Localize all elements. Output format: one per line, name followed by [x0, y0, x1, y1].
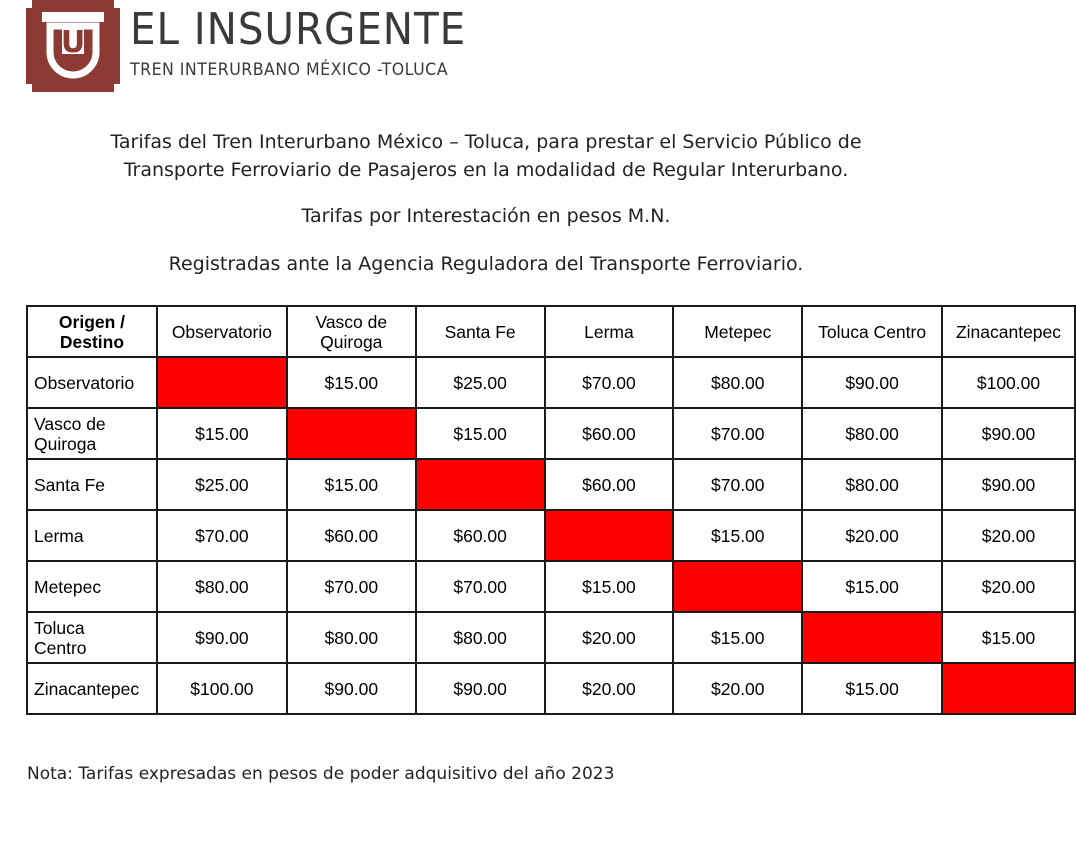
fare-cell: $15.00	[801, 662, 943, 715]
table-row: Vasco de Quiroga $15.00 $15.00 $60.00 $70.00 $…	[26, 407, 1076, 460]
fare-cell: $15.00	[672, 611, 804, 664]
fare-cell: $70.00	[285, 560, 417, 613]
fare-cell: $20.00	[941, 509, 1076, 562]
fare-cell: $15.00	[941, 611, 1076, 664]
fare-cell: $20.00	[801, 509, 943, 562]
row-header-vasco-de-quiroga: Vasco de Quiroga	[26, 407, 158, 460]
brand-name: EL INSURGENTE	[130, 4, 467, 55]
table-row: Zinacantepec $100.00 $90.00 $90.00 $20.00 $20…	[26, 662, 1076, 715]
column-header-metepec: Metepec	[672, 305, 804, 358]
fare-cell: $80.00	[414, 611, 546, 664]
fare-cell: $15.00	[801, 560, 943, 613]
fare-cell: $15.00	[414, 407, 546, 460]
table-row: Toluca Centro $90.00 $80.00 $80.00 $20.00 $15.…	[26, 611, 1076, 664]
corner-header-line: Destino	[59, 331, 125, 352]
fare-cell: $90.00	[285, 662, 417, 715]
fare-cell: $60.00	[543, 407, 675, 460]
logo-letter: U	[61, 25, 85, 60]
fare-cell: $90.00	[155, 611, 288, 664]
fare-cell: $15.00	[672, 509, 804, 562]
same-station-cell	[155, 356, 288, 409]
column-header-observatorio: Observatorio	[155, 305, 288, 358]
intro-line-2: Transporte Ferroviario de Pasajeros en l…	[123, 159, 849, 181]
same-station-cell	[414, 458, 546, 511]
fare-table-body: Observatorio $15.00 $25.00 $70.00 $80.00 $90.…	[26, 356, 1076, 715]
table-row: Santa Fe $25.00 $15.00 $60.00 $70.00 $80.00 $9…	[26, 458, 1076, 511]
table-header-row: Origen / Destino Observatorio Vasco de Qu…	[26, 305, 1076, 358]
fare-table: Origen / Destino Observatorio Vasco de Qu…	[26, 305, 1076, 715]
fare-cell: $70.00	[672, 458, 804, 511]
brand-block: EL INSURGENTE TREN INTERURBANO MÉXICO -T…	[130, 4, 510, 81]
table-row: Metepec $80.00 $70.00 $70.00 $15.00 $15.00 $20…	[26, 560, 1076, 613]
column-header-toluca-centro: Toluca Centro	[801, 305, 943, 358]
same-station-cell	[941, 662, 1076, 715]
fare-cell: $70.00	[672, 407, 804, 460]
fare-cell: $70.00	[155, 509, 288, 562]
intro-paragraph: Tarifas del Tren Interurbano México – To…	[0, 128, 972, 184]
same-station-cell	[543, 509, 675, 562]
fare-cell: $60.00	[414, 509, 546, 562]
fare-cell: $20.00	[543, 662, 675, 715]
fare-cell: $80.00	[155, 560, 288, 613]
column-header-vasco-de-quiroga: Vasco de Quiroga	[285, 305, 417, 358]
fare-cell: $90.00	[414, 662, 546, 715]
intro-line-1: Tarifas del Tren Interurbano México – To…	[110, 131, 862, 153]
row-header-metepec: Metepec	[26, 560, 158, 613]
fare-cell: $15.00	[155, 407, 288, 460]
row-header-observatorio: Observatorio	[26, 356, 158, 409]
table-row: Observatorio $15.00 $25.00 $70.00 $80.00 $90.…	[26, 356, 1076, 409]
fare-cell: $15.00	[543, 560, 675, 613]
fare-cell: $20.00	[543, 611, 675, 664]
fare-cell: $60.00	[285, 509, 417, 562]
fare-cell: $100.00	[941, 356, 1076, 409]
corner-header-line: Origen /	[58, 311, 126, 332]
intro-subtitle: Tarifas por Interestación en pesos M.N.	[301, 205, 671, 227]
column-header-santa-fe: Santa Fe	[414, 305, 546, 358]
corner-header: Origen / Destino	[26, 305, 158, 358]
footnote: Nota: Tarifas expresadas en pesos de pod…	[27, 764, 615, 784]
fare-cell: $80.00	[285, 611, 417, 664]
brand-tagline: TREN INTERURBANO MÉXICO -TOLUCA	[130, 60, 448, 80]
fare-cell: $15.00	[285, 458, 417, 511]
fare-cell: $70.00	[543, 356, 675, 409]
fare-cell: $80.00	[672, 356, 804, 409]
fare-cell: $90.00	[801, 356, 943, 409]
fare-cell: $80.00	[801, 458, 943, 511]
column-header-lerma: Lerma	[543, 305, 675, 358]
fare-cell: $60.00	[543, 458, 675, 511]
same-station-cell	[801, 611, 943, 664]
fare-cell: $25.00	[155, 458, 288, 511]
row-header-lerma: Lerma	[26, 509, 158, 562]
table-row: Lerma $70.00 $60.00 $60.00 $15.00 $20.00 $20.0…	[26, 509, 1076, 562]
el-insurgente-logo: U	[26, 0, 120, 92]
row-header-santa-fe: Santa Fe	[26, 458, 158, 511]
fare-cell: $90.00	[941, 458, 1076, 511]
fare-cell: $100.00	[155, 662, 288, 715]
fare-cell: $70.00	[414, 560, 546, 613]
fare-cell: $20.00	[941, 560, 1076, 613]
fare-cell: $20.00	[672, 662, 804, 715]
fare-cell: $90.00	[941, 407, 1076, 460]
fare-cell: $25.00	[414, 356, 546, 409]
intro-registration: Registradas ante la Agencia Reguladora d…	[168, 253, 804, 275]
row-header-zinacantepec: Zinacantepec	[26, 662, 158, 715]
same-station-cell	[672, 560, 804, 613]
row-header-toluca-centro: Toluca Centro	[26, 611, 158, 664]
same-station-cell	[285, 407, 417, 460]
column-header-zinacantepec: Zinacantepec	[941, 305, 1076, 358]
fare-cell: $15.00	[285, 356, 417, 409]
fare-cell: $80.00	[801, 407, 943, 460]
